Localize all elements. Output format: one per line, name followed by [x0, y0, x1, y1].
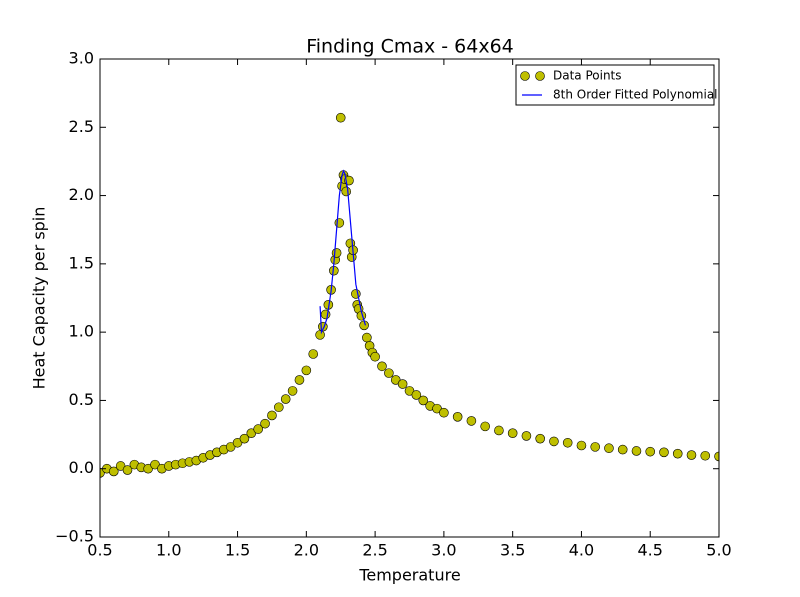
legend-box	[515, 64, 715, 106]
data-point	[617, 444, 628, 455]
data-point	[507, 428, 518, 439]
data-point	[274, 402, 284, 413]
x-tick-label: 2.0	[294, 541, 319, 560]
data-point	[700, 450, 711, 461]
data-point	[480, 421, 490, 432]
legend-marker	[535, 71, 545, 81]
data-point	[341, 186, 352, 197]
data-point	[362, 332, 372, 343]
data-point	[239, 433, 250, 444]
x-axis-label: Temperature	[358, 566, 460, 585]
y-tick-label: −0.5	[55, 527, 94, 546]
data-point	[576, 440, 587, 451]
x-tick-label: 5.0	[706, 541, 731, 560]
y-tick-label: 3.0	[69, 49, 94, 68]
data-point	[122, 465, 133, 475]
x-tick-label: 4.5	[637, 541, 662, 560]
data-point	[549, 436, 559, 447]
data-point	[308, 349, 319, 359]
data-point	[466, 416, 477, 426]
x-tick-label: 3.0	[431, 541, 456, 560]
data-point	[672, 448, 683, 459]
data-point	[397, 379, 408, 389]
x-tick-label: 4.0	[569, 541, 594, 560]
data-point	[439, 407, 449, 418]
data-point	[253, 424, 263, 434]
y-tick-label: 0.0	[69, 458, 94, 477]
data-point	[267, 410, 277, 421]
data-point	[294, 375, 305, 385]
data-point	[631, 446, 642, 456]
data-point	[590, 442, 601, 452]
data-point	[377, 361, 387, 372]
x-tick-label: 0.5	[87, 541, 112, 560]
fit-line	[319, 169, 367, 335]
data-point	[659, 447, 669, 458]
y-tick-label: 1.5	[69, 253, 94, 272]
legend-marker	[520, 71, 530, 81]
data-point	[320, 309, 331, 320]
data-point	[418, 395, 429, 406]
data-point	[686, 450, 697, 460]
data-point	[411, 390, 422, 400]
data-point	[494, 425, 504, 436]
data-point	[535, 433, 545, 444]
data-point	[714, 451, 719, 462]
data-point	[562, 437, 573, 448]
data-point	[370, 351, 380, 362]
x-tick-label: 2.5	[362, 541, 387, 560]
data-point	[280, 394, 291, 404]
data-point	[287, 386, 298, 396]
x-tick-label: 1.0	[156, 541, 181, 560]
data-point	[521, 431, 532, 441]
x-tick-label: 3.5	[500, 541, 525, 560]
data-point	[108, 466, 119, 477]
y-tick-label: 2.0	[69, 185, 94, 204]
data-point	[331, 248, 342, 258]
legend-label: Data Points	[553, 69, 622, 83]
plot-area	[100, 112, 719, 478]
data-point	[301, 365, 312, 376]
data-point	[452, 412, 463, 422]
data-point	[315, 330, 325, 340]
x-tick-label: 1.5	[225, 541, 250, 560]
y-axis-label: Heat Capacity per spin	[30, 207, 49, 390]
legend-label: 8th Order Fitted Polynomial	[553, 88, 718, 102]
data-point	[645, 446, 656, 457]
y-tick-label: 2.5	[69, 117, 94, 136]
chart-title: Finding Cmax - 64x64	[306, 36, 514, 58]
plot-frame	[99, 58, 720, 538]
data-point	[334, 218, 345, 228]
data-point	[335, 112, 346, 123]
data-point	[384, 368, 394, 378]
data-point	[604, 443, 614, 454]
y-tick-label: 1.0	[69, 322, 94, 341]
y-tick-label: 0.5	[69, 390, 94, 409]
data-point	[260, 418, 270, 429]
